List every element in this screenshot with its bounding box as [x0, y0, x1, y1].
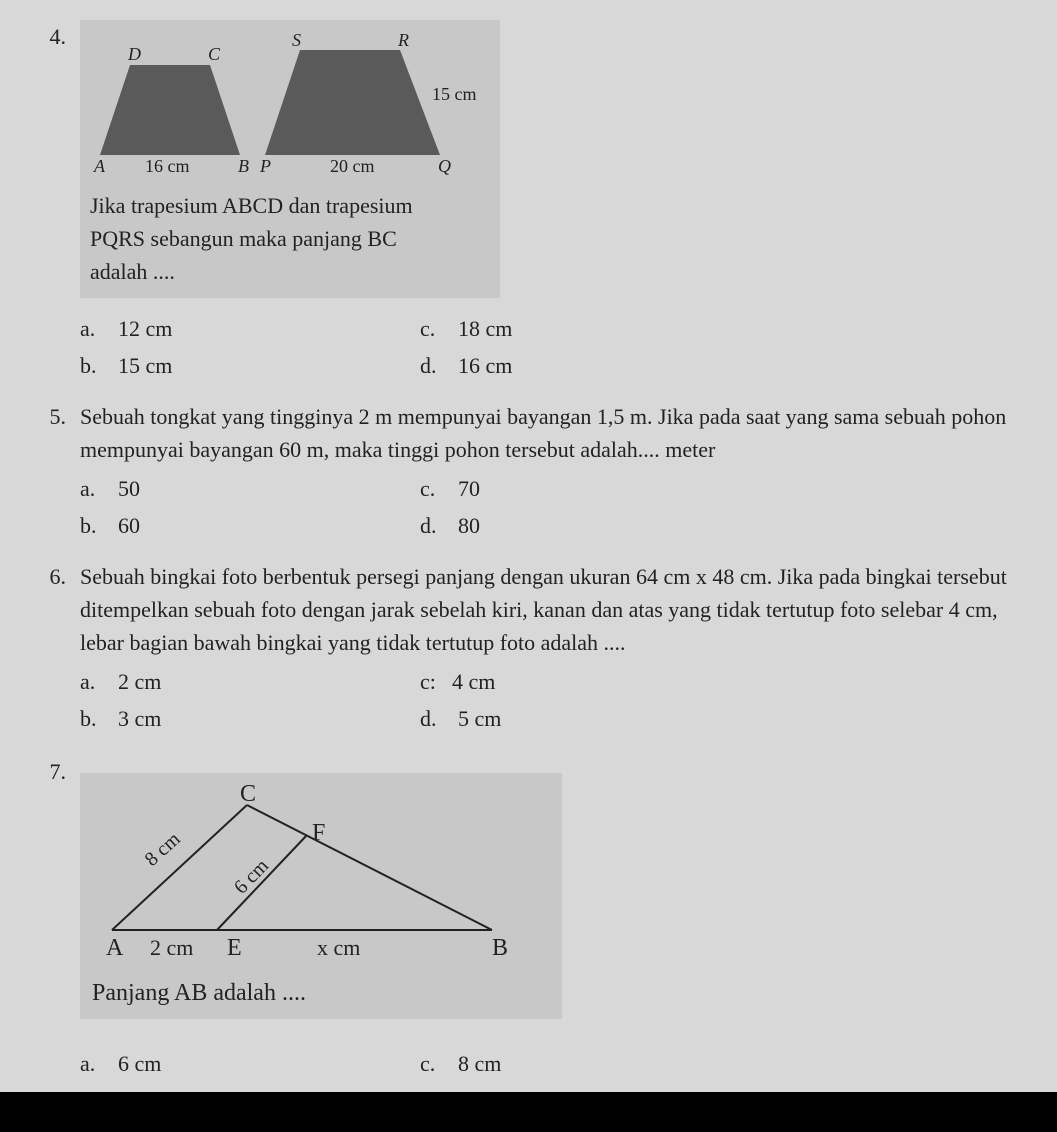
trapezoids-svg: D C A B 16 cm S R P Q 20 cm 15 cm — [90, 30, 480, 180]
q4-figure: D C A B 16 cm S R P Q 20 cm 15 cm Jika t… — [80, 20, 500, 298]
label-C: C — [208, 44, 221, 64]
trapezoid-abcd — [100, 65, 240, 155]
q5-opt-b: b.60 — [80, 509, 420, 542]
q4-opt-c: c.18 cm — [420, 312, 1027, 345]
label-8cm: 8 cm — [141, 828, 185, 871]
label-A: A — [93, 156, 106, 176]
q7-body: C F A E B 8 cm 6 cm 2 cm x cm Panjang AB… — [80, 753, 1027, 1117]
q4-body: D C A B 16 cm S R P Q 20 cm 15 cm Jika t… — [80, 20, 1027, 382]
q7-opt-c: c.8 cm — [420, 1047, 1027, 1080]
question-4: 4. D C A B 16 cm S R P Q 20 cm — [30, 20, 1027, 382]
q6-body: Sebuah bingkai foto berbentuk persegi pa… — [80, 560, 1027, 735]
question-5: 5. Sebuah tongkat yang tingginya 2 m mem… — [30, 400, 1027, 542]
label-D: D — [127, 44, 141, 64]
trapezoid-pqrs — [265, 50, 440, 155]
q6-opt-c: c:4 cm — [420, 665, 1027, 698]
label-6cm: 6 cm — [230, 855, 274, 899]
q4-prompt-line1: Jika trapesium ABCD dan trapesium — [90, 189, 480, 222]
label-2cm: 2 cm — [150, 935, 193, 960]
label-Q: Q — [438, 156, 451, 176]
q6-opt-a: a.2 cm — [80, 665, 420, 698]
q6-opt-d: d.5 cm — [420, 702, 1027, 735]
label-B: B — [238, 156, 249, 176]
q6-options: a.2 cm c:4 cm b.3 cm d.5 cm — [80, 665, 1027, 735]
q5-opt-a: a.50 — [80, 472, 420, 505]
q7-number: 7. — [30, 753, 80, 788]
line-AC — [112, 805, 247, 930]
q6-number: 6. — [30, 560, 80, 735]
bottom-bar — [0, 1092, 1057, 1132]
question-7: 7. C F A E B 8 cm 6 cm 2 c — [30, 753, 1027, 1117]
label-E: E — [227, 935, 242, 960]
q5-opt-c: c.70 — [420, 472, 1027, 505]
label-P: P — [259, 156, 271, 176]
q7-prompt: Panjang AB adalah .... — [92, 975, 532, 1011]
label-15cm: 15 cm — [432, 84, 477, 104]
q4-opt-d: d.16 cm — [420, 349, 1027, 382]
label-R: R — [397, 30, 409, 50]
label-16cm: 16 cm — [145, 156, 190, 176]
q5-body: Sebuah tongkat yang tingginya 2 m mempun… — [80, 400, 1027, 542]
q5-options: a.50 c.70 b.60 d.80 — [80, 472, 1027, 542]
q4-prompt-line2: PQRS sebangun maka panjang BC — [90, 222, 480, 255]
label-20cm: 20 cm — [330, 156, 375, 176]
q5-prompt: Sebuah tongkat yang tingginya 2 m mempun… — [80, 400, 1027, 466]
label-xcm: x cm — [317, 935, 360, 960]
q4-opt-a: a.12 cm — [80, 312, 420, 345]
q6-opt-b: b.3 cm — [80, 702, 420, 735]
q4-prompt-line3: adalah .... — [90, 255, 480, 288]
q4-number: 4. — [30, 20, 80, 382]
q4-options: a.12 cm c.18 cm b.15 cm d.16 cm — [80, 312, 1027, 382]
triangle-svg: C F A E B 8 cm 6 cm 2 cm x cm — [92, 785, 532, 960]
label-S: S — [292, 30, 301, 50]
q5-opt-d: d.80 — [420, 509, 1027, 542]
label-F: F — [312, 820, 325, 846]
q5-number: 5. — [30, 400, 80, 542]
question-6: 6. Sebuah bingkai foto berbentuk persegi… — [30, 560, 1027, 735]
q7-figure: C F A E B 8 cm 6 cm 2 cm x cm Panjang AB… — [80, 773, 562, 1019]
label-B: B — [492, 935, 508, 960]
q7-opt-a: a.6 cm — [80, 1047, 420, 1080]
q4-opt-b: b.15 cm — [80, 349, 420, 382]
q6-prompt: Sebuah bingkai foto berbentuk persegi pa… — [80, 560, 1027, 659]
line-CB — [247, 805, 492, 930]
label-C: C — [240, 785, 256, 807]
label-A: A — [106, 935, 124, 960]
